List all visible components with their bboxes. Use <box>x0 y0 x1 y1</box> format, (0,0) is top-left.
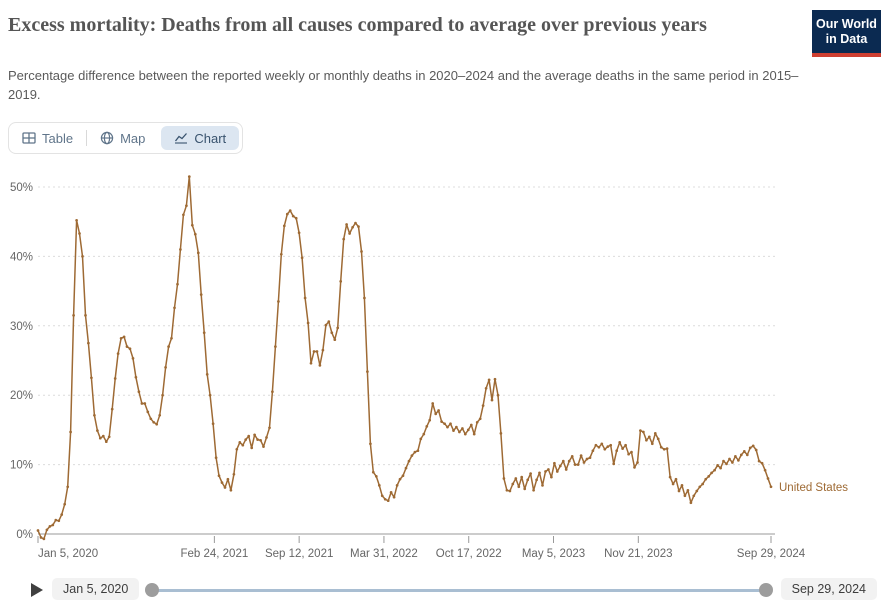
timeline-start-date[interactable]: Jan 5, 2020 <box>52 578 140 600</box>
series-label-united-states[interactable]: United States <box>779 482 848 494</box>
svg-text:Jan 5, 2020: Jan 5, 2020 <box>38 548 98 560</box>
svg-text:0%: 0% <box>16 529 33 541</box>
svg-text:10%: 10% <box>10 460 33 472</box>
page-title: Excess mortality: Deaths from all causes… <box>8 14 707 36</box>
timeline-start-handle[interactable] <box>145 583 159 597</box>
svg-text:Nov 21, 2023: Nov 21, 2023 <box>604 548 672 560</box>
tab-map-label: Map <box>120 130 146 146</box>
timeline-track[interactable] <box>152 589 766 592</box>
svg-text:Feb 24, 2021: Feb 24, 2021 <box>180 548 248 560</box>
svg-text:50%: 50% <box>10 182 33 194</box>
tab-separator <box>86 130 88 146</box>
line-chart-icon <box>174 131 188 145</box>
us-series-markers <box>36 175 773 541</box>
svg-text:Mar 31, 2022: Mar 31, 2022 <box>350 548 418 560</box>
owid-logo[interactable]: Our World in Data <box>812 10 881 57</box>
svg-text:May 5, 2023: May 5, 2023 <box>522 548 585 560</box>
timeline-slider[interactable] <box>145 583 773 597</box>
tab-map[interactable]: Map <box>87 124 158 152</box>
tab-table[interactable]: Table <box>9 124 86 152</box>
tab-table-label: Table <box>42 130 74 146</box>
svg-text:Sep 29, 2024: Sep 29, 2024 <box>737 548 806 560</box>
svg-text:40%: 40% <box>10 251 33 263</box>
chart-canvas[interactable]: 0% 10% 20% 30% 40% 50% Jan 5, 2020 Feb 24, 2021… <box>0 160 886 570</box>
globe-icon <box>100 131 114 145</box>
svg-text:20%: 20% <box>10 390 33 402</box>
timeline-end-date[interactable]: Sep 29, 2024 <box>780 578 877 600</box>
timeline-end-handle[interactable] <box>759 583 773 597</box>
svg-text:Oct 17, 2022: Oct 17, 2022 <box>436 548 502 560</box>
view-tabs: Table Map Chart <box>8 122 244 154</box>
x-axis: Jan 5, 2020 Feb 24, 2021 Sep 12, 2021 Mar 3… <box>37 536 806 560</box>
page-subtitle: Percentage difference between the report… <box>8 68 799 102</box>
tab-chart[interactable]: Chart <box>161 126 240 150</box>
svg-text:Sep 12, 2021: Sep 12, 2021 <box>265 548 333 560</box>
play-button[interactable] <box>31 583 43 597</box>
y-axis: 0% 10% 20% 30% 40% 50% <box>10 182 775 541</box>
owid-logo-line2: in Data <box>825 32 868 46</box>
owid-logo-line1: Our World <box>816 17 877 31</box>
svg-text:30%: 30% <box>10 321 33 333</box>
tab-chart-label: Chart <box>194 130 227 146</box>
table-grid-icon <box>22 131 36 145</box>
us-series-line[interactable] <box>37 175 772 540</box>
